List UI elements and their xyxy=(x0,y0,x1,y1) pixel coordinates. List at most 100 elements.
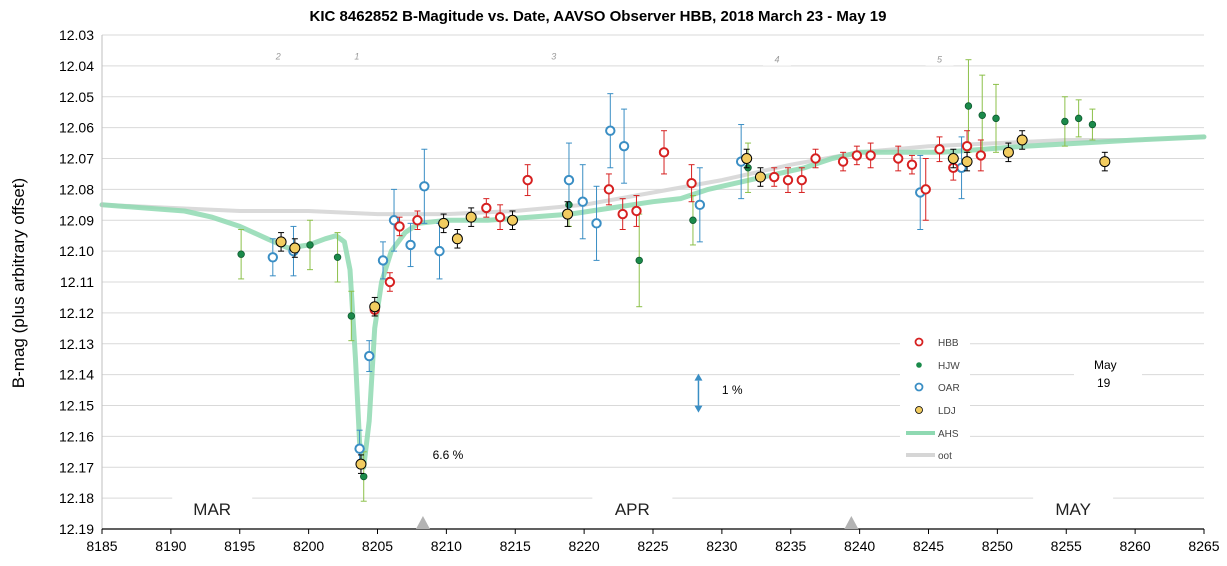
y-tick-label: 12.11 xyxy=(60,274,94,290)
hbb-point xyxy=(961,140,973,152)
ldj-point xyxy=(355,458,367,470)
y-tick-label: 12.08 xyxy=(59,181,94,197)
ldj-point xyxy=(754,171,766,183)
month-label-may: MAY xyxy=(1055,500,1091,519)
marker-number: 3 xyxy=(551,52,556,62)
ldj-point xyxy=(741,153,753,164)
may-note-day: 19 xyxy=(1097,376,1111,390)
month-label-mar: MAR xyxy=(193,500,231,519)
oar-point xyxy=(618,140,630,152)
x-tick-label: 8265 xyxy=(1188,538,1219,554)
marker-number: 4 xyxy=(774,55,779,65)
y-tick-label: 12.19 xyxy=(59,521,94,537)
hjw-point xyxy=(1061,117,1069,126)
y-tick-label: 12.10 xyxy=(59,243,94,259)
hbb-point xyxy=(617,208,628,220)
marker-number-bg xyxy=(762,49,791,66)
hjw-point xyxy=(1088,120,1097,129)
ldj-point xyxy=(961,156,973,168)
legend-swatch-hjw xyxy=(916,362,922,368)
hbb-point xyxy=(686,178,697,189)
hbb-point xyxy=(796,174,807,186)
y-tick-label: 12.13 xyxy=(59,336,94,352)
legend-swatch-oar xyxy=(914,382,924,392)
hbb-point xyxy=(920,184,931,195)
oar-point xyxy=(591,218,602,229)
legend-label-oar: OAR xyxy=(938,383,960,394)
x-tick-label: 8200 xyxy=(293,538,324,554)
ldj-point xyxy=(369,301,381,313)
x-tick-label: 8245 xyxy=(913,538,944,554)
legend-box xyxy=(900,330,970,466)
oar-point xyxy=(694,199,706,211)
oar-point xyxy=(354,443,365,454)
hbb-point xyxy=(658,147,670,158)
marker-number-bg xyxy=(342,46,371,63)
legend-label-oot: oot xyxy=(938,451,952,462)
ldj-point xyxy=(1016,134,1028,146)
y-tick-label: 12.05 xyxy=(59,89,94,105)
month-label-bg xyxy=(172,494,253,520)
axes: 12.03 12.04 12.05 12.06 12.07 12.08 12.09 12.10… xyxy=(59,27,1220,554)
legend-label-ldj: LDJ xyxy=(938,406,956,417)
y-tick-label: 12.07 xyxy=(59,151,94,167)
legend-label-hjw: HJW xyxy=(938,361,960,372)
y-tick-label: 12.17 xyxy=(59,459,94,475)
ldj-point xyxy=(506,214,518,226)
month-label-bg xyxy=(1033,494,1114,520)
chart-title: KIC 8462852 B-Magitude vs. Date, AAVSO O… xyxy=(310,8,887,25)
y-axis-label: B-mag (plus arbitrary offset) xyxy=(9,178,28,388)
hbb-point xyxy=(412,215,423,226)
data-points xyxy=(237,59,1111,502)
x-tick-label: 8235 xyxy=(775,538,806,554)
x-tick-label: 8225 xyxy=(637,538,668,554)
hbb-point xyxy=(384,276,396,288)
hjw-point xyxy=(306,241,314,249)
month-label-bg xyxy=(592,494,673,520)
y-tick-label: 12.15 xyxy=(59,398,94,414)
ldj-point xyxy=(275,236,287,248)
hbb-point xyxy=(975,150,987,161)
x-tick-label: 8185 xyxy=(86,538,117,554)
legend: HBB HJW OAR LDJ AHS oot xyxy=(900,330,970,466)
hjw-point xyxy=(1074,114,1083,123)
hjw-point xyxy=(689,216,697,224)
y-tick-label: 12.12 xyxy=(59,305,94,321)
ldj-point xyxy=(451,233,463,245)
hbb-point xyxy=(769,171,780,183)
legend-swatch-ldj xyxy=(915,406,923,414)
may-note-month: May xyxy=(1094,358,1117,372)
x-tick-label: 8205 xyxy=(362,538,393,554)
y-tick-label: 12.06 xyxy=(59,120,94,136)
x-tick-label: 8230 xyxy=(706,538,737,554)
oar-point xyxy=(577,196,588,207)
x-tick-label: 8215 xyxy=(500,538,531,554)
hbb-point xyxy=(782,174,794,186)
dip-percent-label: 6.6 % xyxy=(433,448,464,462)
ldj-point xyxy=(1099,156,1111,168)
hjw-point xyxy=(964,102,973,110)
hjw-point xyxy=(347,312,356,320)
oar-point xyxy=(388,215,400,226)
hbb-point xyxy=(603,184,615,195)
legend-label-hbb: HBB xyxy=(938,338,959,349)
hjw-point xyxy=(635,256,643,265)
y-tick-label: 12.18 xyxy=(59,490,94,506)
hbb-point xyxy=(810,153,821,164)
legend-swatch-hbb xyxy=(914,337,924,347)
month-label-apr: APR xyxy=(615,500,650,519)
hjw-point xyxy=(978,111,986,119)
marker-number-bg xyxy=(925,49,954,66)
marker-number: 5 xyxy=(937,55,943,65)
may-note-bg xyxy=(1074,352,1142,396)
hbb-point xyxy=(851,150,863,161)
triangle-marker xyxy=(844,516,859,529)
x-tick-label: 8195 xyxy=(224,538,255,554)
x-tick-label: 8220 xyxy=(569,538,600,554)
scale-percent-label: 1 % xyxy=(722,383,743,397)
y-tick-label: 12.09 xyxy=(59,212,94,228)
oar-point xyxy=(605,125,616,136)
oar-point xyxy=(377,255,389,266)
hjw-point xyxy=(333,253,342,261)
